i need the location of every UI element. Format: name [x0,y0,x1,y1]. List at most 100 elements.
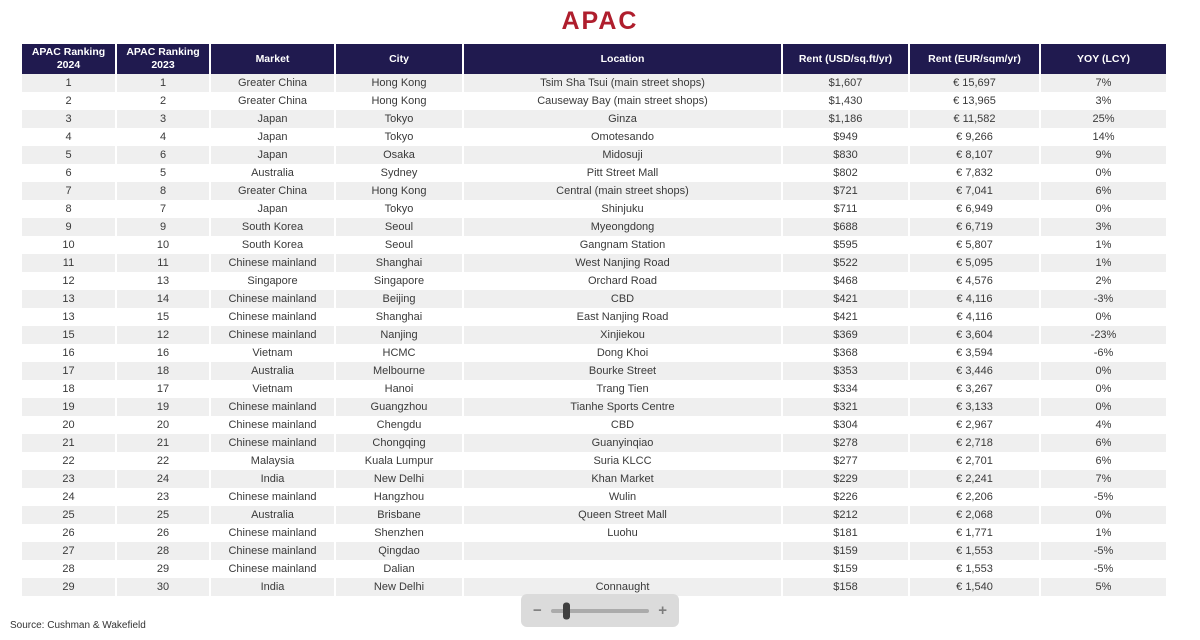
market-cell: Chinese mainland [210,488,336,507]
yoy-cell: 1% [1095,257,1112,270]
market-cell: India [210,578,336,597]
rank-2024-cell: 29 [22,578,117,597]
table-header: APAC Ranking 2024 APAC Ranking 2023 Market… [22,44,1166,75]
rank-2023-cell: 7 [116,200,211,219]
rank-2024-cell: 26 [22,524,117,543]
city-cell: Nanjing [335,326,464,345]
rank-2023-cell: 26 [116,524,211,543]
market-cell: Greater China [210,92,336,111]
rent-usd-cell: $802 [782,164,910,183]
market-cell: Chinese mainland [210,254,336,273]
rent-usd-cell: $158 [782,578,910,597]
location-cell: Tsim Sha Tsui (main street shops) [463,74,783,93]
yoy-cell: 0% [1095,203,1112,216]
city-cell: Beijing [335,290,464,309]
table-row: 16 16 Vietnam HCMC Dong Khoi $368 € 3,594 -6% [22,344,1166,363]
rank-2024-cell: 13 [22,290,117,309]
rent-usd-cell: $1,607 [782,74,910,93]
column-header-rank-2024: APAC Ranking 2024 [22,44,117,75]
city-cell: Hong Kong [335,182,464,201]
rank-2024-cell: 1 [22,74,117,93]
location-cell: Pitt Street Mall [463,164,783,183]
zoom-slider-track[interactable] [550,602,650,619]
yoy-cell: 3% [1095,95,1112,108]
rent-usd-cell: $688 [782,218,910,237]
rent-eur-cell: € 7,041 [909,182,1041,201]
rank-2024-cell: 28 [22,560,117,579]
yoy-cell: -5% [1093,545,1114,558]
zoom-slider-handle[interactable] [562,602,570,619]
rent-eur-cell: € 3,594 [909,344,1041,363]
table-header-row: APAC Ranking 2024 APAC Ranking 2023 Market… [22,44,1166,75]
rank-2024-cell: 6 [22,164,117,183]
yoy-cell: -5% [1093,563,1114,576]
zoom-widget[interactable]: − + [521,594,679,627]
rent-usd-cell: $229 [782,470,910,489]
yoy-cell: 0% [1095,365,1112,378]
location-cell: Bourke Street [463,362,783,381]
yoy-cell: 3% [1095,221,1112,234]
rank-2024-cell: 15 [22,326,117,345]
location-cell: Queen Street Mall [463,506,783,525]
rank-2024-cell: 4 [22,128,117,147]
table-row: 8 7 Japan Tokyo Shinjuku $711 € 6,949 0% [22,200,1166,219]
rent-usd-cell: $949 [782,128,910,147]
yoy-cell: 0% [1095,383,1112,396]
report-page: APAC APAC Ranking 2024 APAC Ranking 2023 M… [0,7,1200,631]
page-title: APAC [561,7,639,35]
table-row: 15 12 Chinese mainland Nanjing Xinjiekou $369… [22,326,1166,345]
rank-2024-cell: 18 [22,380,117,399]
rank-2023-cell: 24 [116,470,211,489]
rent-usd-cell: $830 [782,146,910,165]
table-row: 4 4 Japan Tokyo Omotesando $949 € 9,266 14% [22,128,1166,147]
rent-eur-cell: € 15,697 [909,74,1041,93]
rent-usd-cell: $321 [782,398,910,417]
market-cell: South Korea [210,218,336,237]
rank-2023-cell: 17 [116,380,211,399]
yoy-cell: 6% [1095,185,1112,198]
table-row: 1 1 Greater China Hong Kong Tsim Sha Tsui (m… [22,74,1166,93]
city-cell: Melbourne [335,362,464,381]
table-row: 13 15 Chinese mainland Shanghai East Nanjing… [22,308,1166,327]
market-cell: Chinese mainland [210,326,336,345]
zoom-out-button[interactable]: − [533,602,542,619]
city-cell: Hong Kong [335,92,464,111]
rent-usd-cell: $353 [782,362,910,381]
zoom-in-button[interactable]: + [658,602,667,619]
location-cell: Trang Tien [463,380,783,399]
rank-2024-cell: 9 [22,218,117,237]
location-cell: Luohu [463,524,783,543]
city-cell: Tokyo [335,128,464,147]
column-header-rank-2023: APAC Ranking 2023 [116,44,211,75]
rent-usd-cell: $1,186 [782,110,910,129]
city-cell: Kuala Lumpur [335,452,464,471]
market-cell: Malaysia [210,452,336,471]
city-cell: Dalian [335,560,464,579]
rank-2024-cell: 19 [22,398,117,417]
rent-eur-cell: € 1,553 [909,560,1041,579]
yoy-cell: 0% [1095,401,1112,414]
rent-usd-cell: $721 [782,182,910,201]
rank-2024-cell: 16 [22,344,117,363]
market-cell: Australia [210,164,336,183]
yoy-cell: 1% [1095,527,1112,540]
rank-2024-cell: 21 [22,434,117,453]
rank-2024-cell: 20 [22,416,117,435]
rent-eur-cell: € 2,068 [909,506,1041,525]
yoy-cell: 14% [1092,131,1115,144]
city-cell: Osaka [335,146,464,165]
table-row: 24 23 Chinese mainland Hangzhou Wulin $226 € 2… [22,488,1166,507]
market-cell: Australia [210,362,336,381]
market-cell: Japan [210,110,336,129]
market-cell: Japan [210,146,336,165]
rank-2024-cell: 5 [22,146,117,165]
rent-usd-cell: $522 [782,254,910,273]
column-header-yoy: YOY (LCY) [1040,44,1166,75]
market-cell: Vietnam [210,344,336,363]
rank-2023-cell: 2 [116,92,211,111]
table-row: 12 13 Singapore Singapore Orchard Road $468 € … [22,272,1166,291]
location-cell: Myeongdong [463,218,783,237]
rank-2024-cell: 13 [22,308,117,327]
yoy-cell: 9% [1095,149,1112,162]
rank-2024-cell: 7 [22,182,117,201]
